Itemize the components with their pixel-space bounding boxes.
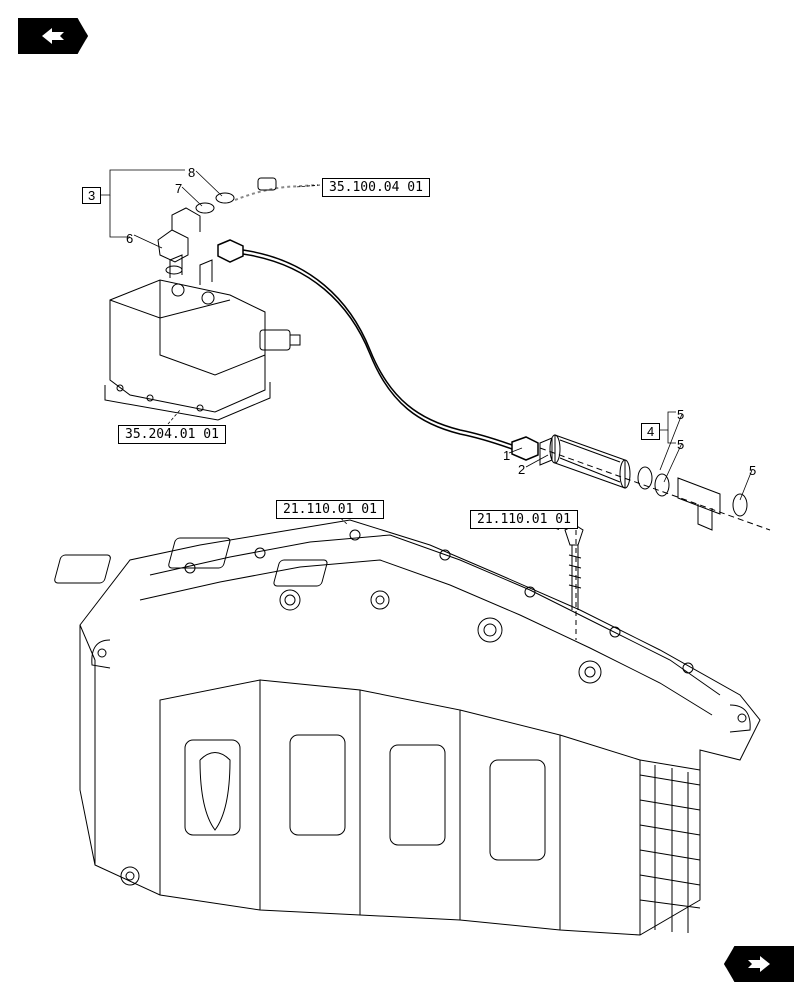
callout-text: 5 — [677, 437, 684, 452]
callout-text: 2 — [518, 462, 525, 477]
callout-1: 1 — [503, 448, 510, 463]
ref-label: 35.100.04 01 — [329, 180, 423, 195]
callout-5b: 5 — [677, 437, 684, 452]
callout-label: 4 — [647, 424, 654, 439]
ref-box-35-100-04[interactable]: 35.100.04 01 — [322, 178, 430, 197]
callout-box-4: 4 — [641, 423, 660, 440]
callout-8: 8 — [188, 165, 195, 180]
ref-box-21-110-01-b[interactable]: 21.110.01 01 — [470, 510, 578, 529]
diagram-canvas — [0, 0, 812, 1000]
ref-label: 21.110.01 01 — [283, 502, 377, 517]
callout-text: 5 — [749, 463, 756, 478]
callout-7: 7 — [175, 181, 182, 196]
callout-2: 2 — [518, 462, 525, 477]
callout-text: 8 — [188, 165, 195, 180]
callout-box-3: 3 — [82, 187, 101, 204]
ref-box-21-110-01-a[interactable]: 21.110.01 01 — [276, 500, 384, 519]
callout-5c: 5 — [749, 463, 756, 478]
callout-text: 6 — [126, 231, 133, 246]
ref-box-35-204-01[interactable]: 35.204.01 01 — [118, 425, 226, 444]
ref-label: 21.110.01 01 — [477, 512, 571, 527]
callout-5a: 5 — [677, 407, 684, 422]
callout-text: 5 — [677, 407, 684, 422]
callout-6: 6 — [126, 231, 133, 246]
callout-text: 7 — [175, 181, 182, 196]
callout-text: 1 — [503, 448, 510, 463]
diagram-svg — [0, 0, 812, 1000]
ref-label: 35.204.01 01 — [125, 427, 219, 442]
callout-label: 3 — [88, 188, 95, 203]
